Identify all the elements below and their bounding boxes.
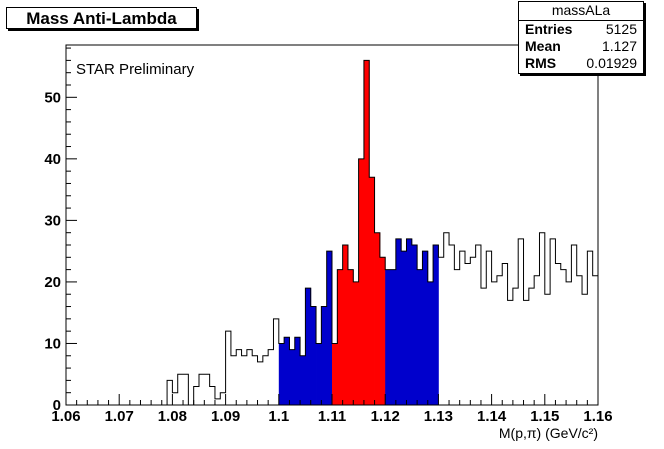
histogram-bar [342, 245, 349, 405]
stats-row-rms: RMS 0.01929 [519, 55, 643, 72]
x-axis-label: M(p,π) (GeV/c²) [499, 425, 598, 441]
histogram-bars [278, 60, 439, 405]
histogram-bar [395, 238, 402, 405]
chart-title-box: Mass Anti-Lambda [6, 7, 197, 29]
x-tick-label: 1.09 [211, 408, 240, 425]
histogram-bar [406, 238, 413, 405]
stats-label: RMS [525, 55, 557, 71]
y-tick-label: 20 [44, 274, 61, 291]
y-tick-label: 10 [44, 335, 61, 352]
stats-row-entries: Entries 5125 [519, 21, 643, 38]
histogram-bar [337, 269, 344, 405]
stats-box: massALa Entries 5125 Mean 1.127 RMS 0.01… [518, 1, 644, 74]
histogram-bar [433, 245, 439, 405]
y-tick-label: 40 [44, 151, 61, 168]
stats-row-mean: Mean 1.127 [519, 38, 643, 55]
stats-histogram-name: massALa [519, 2, 643, 21]
x-tick-label: 1.16 [583, 408, 612, 425]
histogram-bar [374, 232, 381, 405]
histogram-bar [401, 251, 407, 405]
histogram-bar [358, 158, 365, 405]
histogram-bar [278, 343, 285, 405]
histogram-bar [321, 306, 328, 405]
histogram-bar [369, 177, 375, 405]
y-tick-label: 30 [44, 212, 61, 229]
y-tick-label: 0 [53, 397, 61, 414]
histogram-bar [310, 306, 317, 405]
histogram-bar [332, 343, 338, 405]
stats-label: Entries [525, 21, 573, 37]
histogram-bar [427, 281, 434, 405]
x-tick-label: 1.08 [158, 408, 187, 425]
x-tick-label: 1.1 [268, 408, 289, 425]
histogram-bar [316, 343, 322, 405]
star-preliminary-label: STAR Preliminary [76, 61, 195, 78]
x-tick-label: 1.06 [51, 408, 80, 425]
x-tick-label: 1.11 [318, 408, 346, 425]
histogram-bar [347, 269, 354, 405]
histogram-bar [294, 337, 301, 405]
stats-label: Mean [525, 38, 561, 54]
histogram-bar [363, 60, 370, 405]
x-tick-label: 1.13 [424, 408, 453, 425]
histogram-bar [417, 269, 423, 405]
x-tick-label: 1.14 [477, 408, 507, 425]
histogram-bar [385, 269, 391, 405]
histogram-bar [411, 245, 418, 405]
histogram-bar [379, 257, 386, 405]
histogram-bar [300, 355, 306, 405]
histogram-bar [390, 269, 397, 405]
x-tick-label: 1.15 [530, 408, 559, 425]
stats-value: 1.127 [601, 38, 637, 54]
x-tick-label: 1.12 [371, 408, 400, 425]
y-tick-label: 50 [44, 89, 61, 106]
stats-value: 5125 [605, 21, 637, 37]
histogram-bar [305, 288, 312, 405]
chart-title: Mass Anti-Lambda [26, 9, 177, 28]
axis-tick-labels: 1.06 1.07 1.08 1.09 1.1 1.11 1.12 1.13 1.14 1.15 1… [44, 89, 612, 425]
histogram-bar [326, 251, 333, 405]
histogram-bar [353, 281, 359, 405]
histogram-bar [289, 349, 296, 405]
histogram-bar [284, 337, 290, 405]
stats-value: 0.01929 [586, 55, 637, 71]
histogram-bar [422, 251, 429, 405]
histogram-outline [66, 59, 599, 406]
axis-ticks [65, 47, 599, 406]
x-tick-label: 1.07 [105, 408, 134, 425]
